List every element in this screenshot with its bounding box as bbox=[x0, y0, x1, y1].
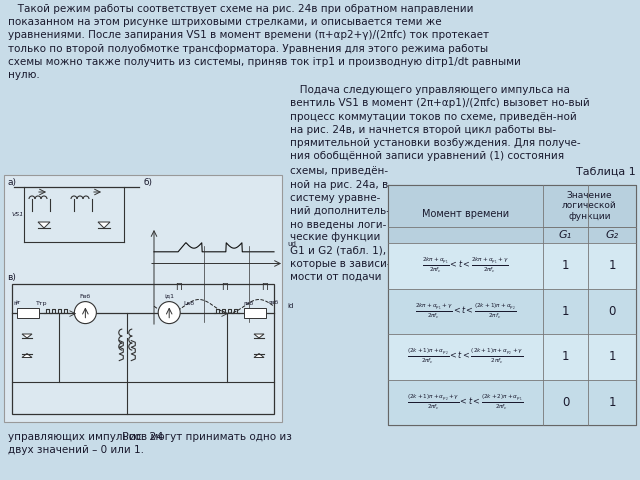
Text: ной на рис. 24а, в: ной на рис. 24а, в bbox=[290, 180, 388, 190]
Text: схемы, приведён-: схемы, приведён- bbox=[290, 167, 388, 176]
Text: Fвб: Fвб bbox=[80, 294, 91, 299]
Circle shape bbox=[74, 301, 97, 324]
Text: G₁: G₁ bbox=[559, 230, 572, 240]
Bar bbox=[388, 380, 636, 425]
Text: а): а) bbox=[7, 178, 16, 187]
Polygon shape bbox=[254, 334, 264, 338]
Text: ческие функции: ческие функции bbox=[290, 232, 380, 242]
Text: П: П bbox=[260, 283, 268, 292]
Text: нулю.: нулю. bbox=[8, 70, 40, 80]
Text: iт: iт bbox=[15, 300, 20, 305]
Text: Подача следующего управляющего импульса на: Подача следующего управляющего импульса … bbox=[290, 85, 570, 95]
Text: 1: 1 bbox=[608, 350, 616, 363]
Text: б): б) bbox=[144, 178, 153, 187]
Text: Рис. 24: Рис. 24 bbox=[122, 432, 164, 442]
Text: VS1: VS1 bbox=[12, 213, 24, 217]
Text: ний дополнитель-: ний дополнитель- bbox=[290, 206, 390, 216]
Polygon shape bbox=[98, 222, 110, 228]
Text: 1: 1 bbox=[562, 305, 569, 318]
Text: мости от подачи: мости от подачи bbox=[290, 272, 381, 282]
Text: 0: 0 bbox=[562, 396, 569, 409]
Text: вентиль VS1 в момент (2π+αp1)/(2πfc) вызовет но-вый: вентиль VS1 в момент (2π+αp1)/(2πfc) выз… bbox=[290, 98, 589, 108]
Text: П: П bbox=[221, 283, 227, 292]
Text: G1 и G2 (табл. 1),: G1 и G2 (табл. 1), bbox=[290, 246, 386, 255]
Text: Таблица 1: Таблица 1 bbox=[576, 167, 636, 177]
Text: rвб: rвб bbox=[268, 300, 278, 305]
Bar bbox=[388, 185, 636, 243]
Bar bbox=[4, 175, 282, 422]
Text: 1: 1 bbox=[562, 259, 569, 272]
Text: но введены логи-: но введены логи- bbox=[290, 219, 387, 229]
Text: Такой режим работы соответствует схеме на рис. 24в при обратном направлении: Такой режим работы соответствует схеме н… bbox=[8, 4, 474, 14]
Text: ud: ud bbox=[287, 240, 296, 247]
Text: iд1: iд1 bbox=[164, 294, 174, 299]
Text: 1: 1 bbox=[608, 396, 616, 409]
Text: только по второй полуобмотке трансформатора. Уравнения для этого режима работы: только по второй полуобмотке трансформат… bbox=[8, 44, 488, 54]
Text: $\frac{2k\pi+\alpha_{p_1}}{2\pi f_c}<t<\frac{2k\pi+\alpha_{p_1}+\gamma}{2\pi f_c: $\frac{2k\pi+\alpha_{p_1}}{2\pi f_c}<t<\… bbox=[422, 256, 509, 276]
Polygon shape bbox=[254, 353, 264, 358]
Text: rвб: rвб bbox=[244, 300, 254, 306]
Polygon shape bbox=[22, 334, 32, 338]
Bar bbox=[388, 288, 636, 334]
Circle shape bbox=[158, 301, 180, 324]
Text: $\frac{2k\pi+\alpha_{p_1}+\gamma}{2\pi f_c}<t<\frac{(2k+1)\pi+\alpha_{p_2}}{2\pi: $\frac{2k\pi+\alpha_{p_1}+\gamma}{2\pi f… bbox=[415, 301, 516, 321]
Text: 1: 1 bbox=[608, 259, 616, 272]
Text: Момент времени: Момент времени bbox=[422, 209, 509, 219]
Text: 0: 0 bbox=[608, 305, 616, 318]
Text: на рис. 24в, и начнется второй цикл работы вы-: на рис. 24в, и начнется второй цикл рабо… bbox=[290, 125, 556, 135]
Text: G₂: G₂ bbox=[605, 230, 619, 240]
Text: $\frac{(2k+1)\pi+\alpha_{p_2}}{2\pi f_c}<t<\frac{(2k+1)\pi+\alpha_{p_2}+\gamma}{: $\frac{(2k+1)\pi+\alpha_{p_2}}{2\pi f_c}… bbox=[407, 347, 524, 366]
Bar bbox=[388, 334, 636, 380]
Text: схемы можно также получить из системы, приняв ток iтр1 и производную diтр1/dt ра: схемы можно также получить из системы, п… bbox=[8, 57, 521, 67]
Bar bbox=[12, 284, 274, 414]
Text: id: id bbox=[287, 303, 293, 310]
Text: процесс коммутации токов по схеме, приведён-ной: процесс коммутации токов по схеме, приве… bbox=[290, 111, 577, 121]
Text: двух значений – 0 или 1.: двух значений – 0 или 1. bbox=[8, 445, 144, 455]
Bar bbox=[388, 243, 636, 288]
Bar bbox=[244, 308, 266, 318]
Text: $\frac{(2k+1)\pi+\alpha_{p_2}+\gamma}{2\pi f_c}<t<\frac{(2k+2)\pi+\alpha_{p_1}}{: $\frac{(2k+1)\pi+\alpha_{p_2}+\gamma}{2\… bbox=[408, 393, 524, 412]
Text: управляющих импульсов могут принимать одно из: управляющих импульсов могут принимать од… bbox=[8, 432, 292, 442]
Text: в): в) bbox=[7, 273, 16, 282]
Text: ния обобщённой записи уравнений (1) состояния: ния обобщённой записи уравнений (1) сост… bbox=[290, 151, 564, 161]
Bar bbox=[17, 308, 39, 318]
Text: Tтр: Tтр bbox=[36, 300, 48, 306]
Text: П: П bbox=[175, 283, 182, 292]
Text: Значение
логической
функции: Значение логической функции bbox=[562, 191, 617, 221]
Text: 1: 1 bbox=[562, 350, 569, 363]
Text: систему уравне-: систему уравне- bbox=[290, 193, 380, 203]
Bar bbox=[388, 185, 636, 425]
Polygon shape bbox=[38, 222, 50, 228]
Text: которые в зависи-: которые в зависи- bbox=[290, 259, 390, 269]
Text: прямительной установки возбуждения. Для получе-: прямительной установки возбуждения. Для … bbox=[290, 138, 580, 148]
Text: Lвб: Lвб bbox=[184, 300, 195, 306]
Polygon shape bbox=[22, 353, 32, 358]
Text: iт: iт bbox=[13, 300, 19, 306]
Text: уравнениями. После запирания VS1 в момент времени (π+αp2+γ)/(2πfc) ток протекает: уравнениями. После запирания VS1 в момен… bbox=[8, 30, 489, 40]
Text: показанном на этом рисунке штриховыми стрелками, и описывается теми же: показанном на этом рисунке штриховыми ст… bbox=[8, 17, 442, 27]
